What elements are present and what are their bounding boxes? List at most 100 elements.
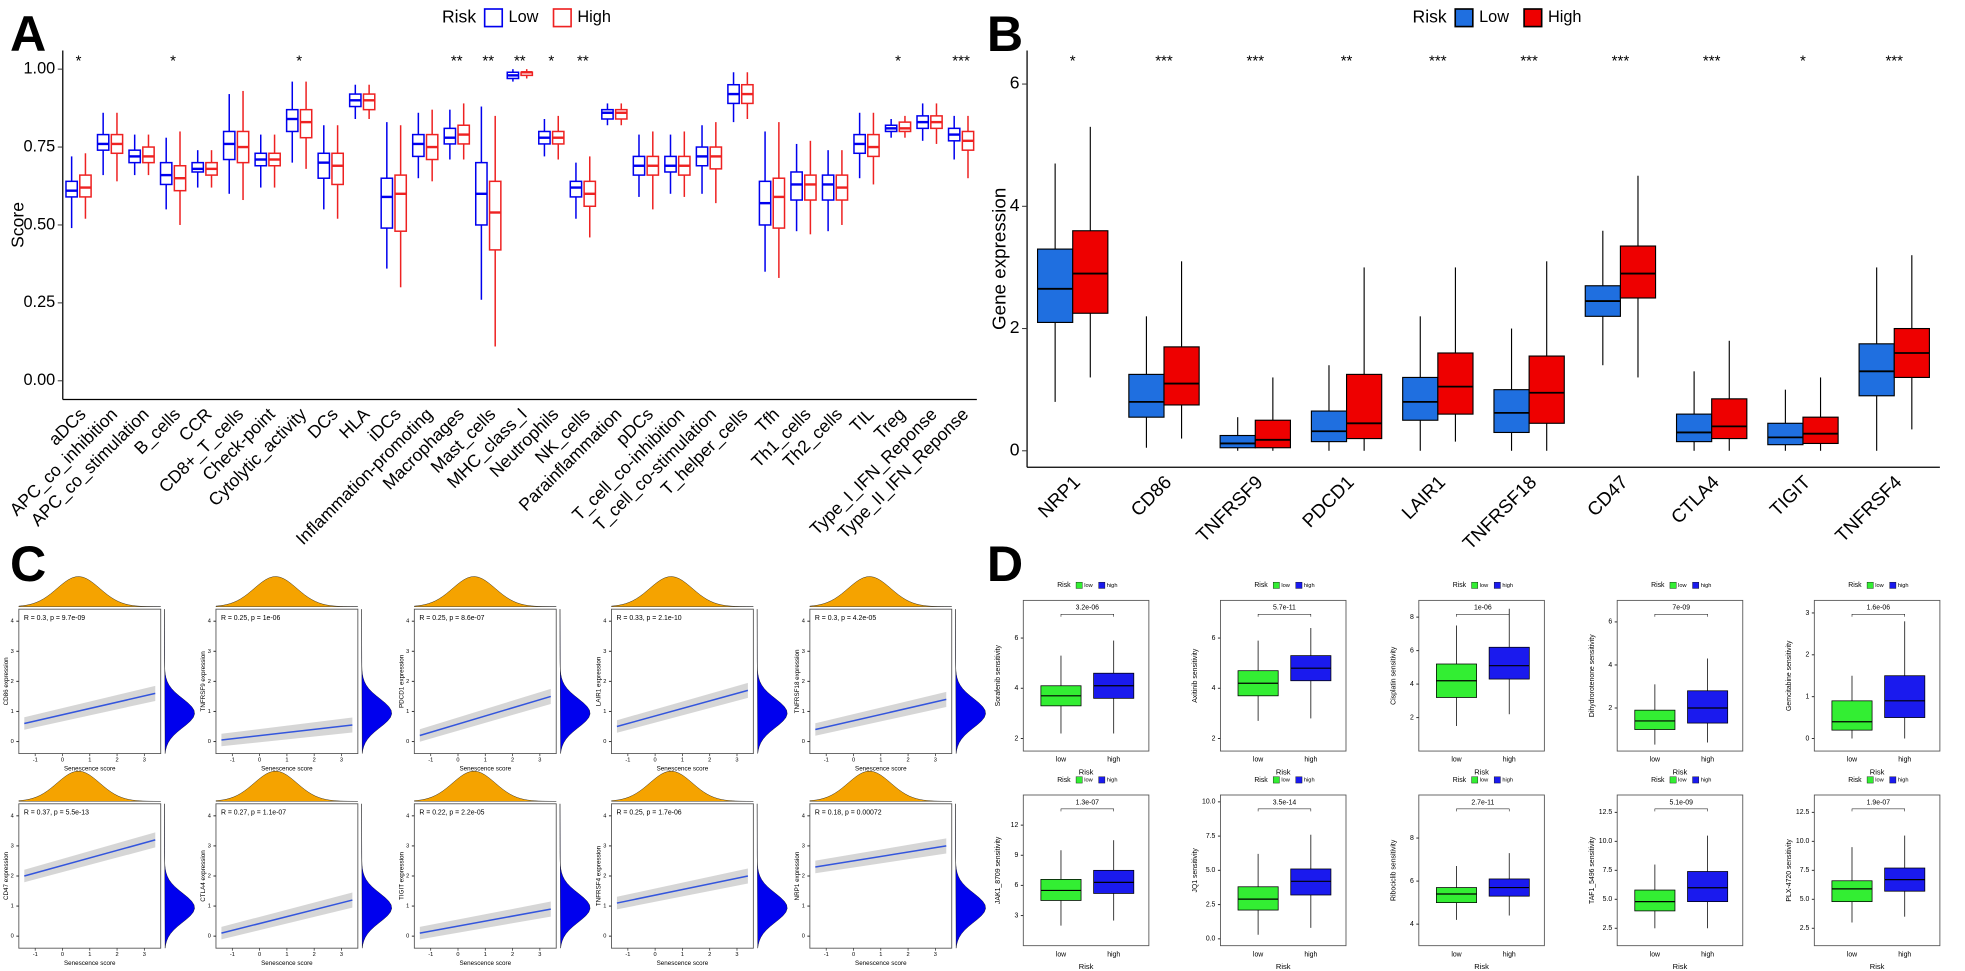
y-tick-label: 2	[11, 873, 14, 879]
y-tick-label: 2	[1410, 714, 1414, 721]
top-density	[215, 576, 358, 607]
box	[1219, 434, 1256, 449]
x-axis-label: Senescence score	[657, 960, 709, 967]
box	[65, 180, 79, 198]
panel-frame	[1418, 794, 1545, 947]
top-density	[18, 576, 161, 607]
y-tick-label: 8	[1410, 835, 1414, 842]
y-tick-label: 2	[603, 679, 606, 685]
legend-title: Risk	[1057, 777, 1071, 784]
box	[394, 174, 408, 232]
panel-frame	[18, 608, 162, 755]
box	[285, 108, 299, 133]
x-tick-label: DCs	[304, 404, 342, 442]
legend-title: Risk	[442, 6, 476, 26]
y-tick-label: 0	[208, 739, 211, 745]
y-tick-label: 6	[1410, 647, 1414, 654]
x-tick-label: 1	[879, 758, 882, 764]
x-axis-label: Risk	[1276, 962, 1291, 971]
panel-frame	[1418, 599, 1545, 752]
x-tick-label: 2	[115, 758, 118, 764]
box	[1619, 245, 1657, 299]
x-tick-label: 1	[88, 952, 91, 958]
y-tick-label: 3	[802, 649, 805, 655]
annotation: R = 0.37, p = 5.5e-13	[24, 809, 89, 816]
legend-swatch	[1471, 581, 1479, 589]
x-axis-label: Senescence score	[261, 765, 313, 772]
box	[1687, 690, 1729, 724]
y-axis-label: Dihydrorotenone sensitivity	[1589, 634, 1596, 717]
p-value: 1e-06	[1474, 605, 1492, 612]
legend-label: high	[1898, 583, 1909, 589]
box	[664, 155, 677, 173]
x-tick-label: 0	[61, 758, 64, 764]
x-tick-label: -1	[33, 952, 38, 958]
y-tick-label: 4	[406, 813, 409, 819]
x-tick-label: 0	[852, 758, 855, 764]
box	[411, 133, 425, 158]
y-tick-label: 12.5	[1796, 809, 1810, 816]
box	[1488, 646, 1530, 680]
top-density	[414, 576, 557, 607]
right-density	[361, 609, 392, 754]
panel-letter: A	[10, 6, 46, 62]
y-tick-label: 2	[1212, 735, 1216, 742]
p-value: 2.7e-11	[1471, 799, 1494, 806]
right-density	[361, 803, 392, 949]
x-tick-label: high	[1304, 951, 1317, 958]
legend-label: low	[1875, 777, 1884, 783]
box	[222, 130, 236, 161]
legend-swatch	[1295, 581, 1303, 589]
legend-title: Risk	[1848, 582, 1862, 589]
y-tick-label: 2	[208, 873, 211, 879]
x-tick-label: 3	[735, 758, 738, 764]
x-tick-label: LAIR1	[1397, 471, 1449, 523]
legend-label: high	[1107, 583, 1118, 589]
y-tick-label: 10.0	[1796, 838, 1810, 845]
box	[1254, 419, 1291, 449]
y-axis-label: Sorafenib sensitivity	[995, 645, 1002, 707]
y-tick-label: 1	[802, 709, 805, 715]
x-tick-label: low	[1056, 951, 1066, 958]
y-tick-label: 6	[1014, 635, 1018, 642]
top-density	[215, 770, 358, 802]
legend-swatch	[483, 8, 504, 28]
legend-swatch	[1098, 581, 1106, 589]
box	[1884, 675, 1926, 718]
x-tick-label: low	[1253, 757, 1263, 764]
y-tick-label: 3	[603, 843, 606, 849]
legend-swatch	[1889, 776, 1897, 784]
y-tick-label: 0.50	[23, 215, 55, 233]
legend-swatch	[1454, 8, 1474, 28]
x-tick-label: 3	[934, 952, 937, 958]
legend-swatch	[1272, 581, 1280, 589]
box	[1402, 376, 1439, 421]
x-tick-label: CTLA4	[1667, 471, 1723, 527]
legend-swatch	[552, 8, 572, 28]
x-axis-label: Senescence score	[64, 960, 116, 967]
y-tick-label: 4	[208, 813, 211, 819]
p-value: 5.1e-09	[1670, 799, 1694, 806]
x-tick-label: low	[1253, 951, 1263, 958]
x-axis-label: Risk	[1673, 962, 1688, 971]
y-axis-label: TNFRSF18 expression	[794, 649, 801, 713]
legend-swatch	[1493, 776, 1501, 784]
box	[1163, 346, 1200, 406]
x-axis-label: Senescence score	[460, 765, 512, 772]
significance: *	[1800, 53, 1806, 70]
significance: *	[1070, 53, 1076, 70]
box	[1687, 871, 1729, 903]
legend-title: Risk	[1651, 777, 1665, 784]
y-tick-label: 1	[208, 904, 211, 910]
x-tick-label: low	[1451, 757, 1461, 764]
box	[299, 108, 313, 139]
x-tick-label: 2	[511, 758, 514, 764]
legend-label: low	[1084, 777, 1093, 783]
legend-label: High	[1548, 8, 1582, 26]
x-tick-label: high	[1304, 757, 1317, 764]
y-tick-label: 4	[802, 813, 805, 819]
right-density	[164, 609, 195, 754]
box	[1634, 889, 1676, 912]
y-tick-label: 0.0	[1206, 936, 1216, 943]
panel-frame	[1616, 599, 1744, 752]
